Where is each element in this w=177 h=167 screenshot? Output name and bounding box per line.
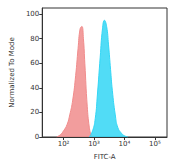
svg-text:10⁵: 10⁵ [149, 140, 161, 148]
svg-text:Normalized To Mode: Normalized To Mode [8, 37, 16, 108]
svg-text:20: 20 [30, 108, 39, 116]
svg-text:100: 100 [26, 10, 39, 18]
svg-text:40: 40 [30, 84, 39, 92]
svg-text:10⁴: 10⁴ [119, 140, 131, 148]
svg-text:60: 60 [30, 59, 39, 67]
svg-text:80: 80 [30, 35, 39, 43]
svg-text:0: 0 [35, 133, 39, 141]
svg-text:10³: 10³ [88, 140, 100, 148]
svg-text:FITC-A: FITC-A [94, 153, 116, 161]
svg-text:10²: 10² [58, 140, 70, 148]
